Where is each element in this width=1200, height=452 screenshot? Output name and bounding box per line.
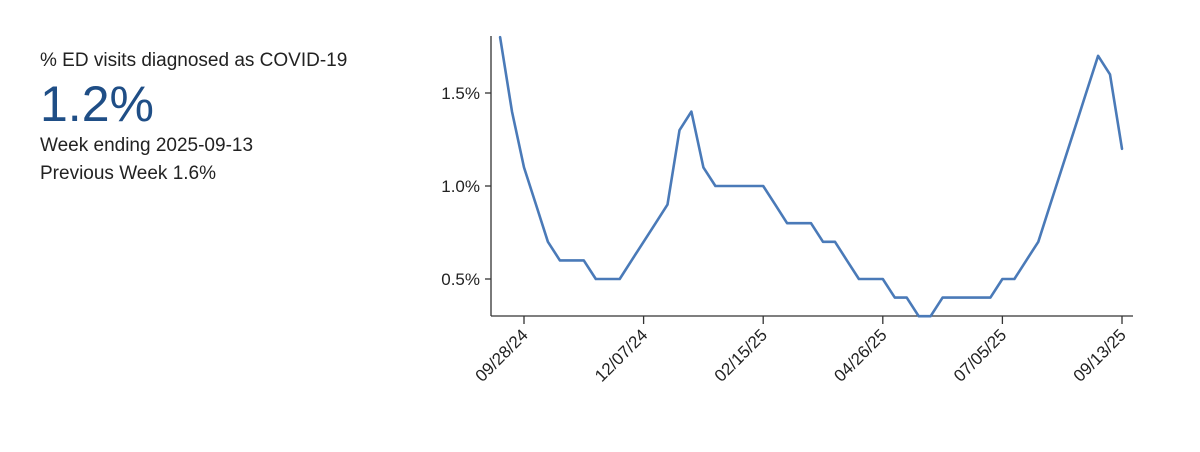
x-tick-label: 07/05/25 [950,325,1010,385]
x-tick-label: 12/07/24 [591,325,651,385]
y-tick-label: 0.5% [441,270,480,289]
week-ending-text: Week ending 2025-09-13 [40,135,254,156]
series-line [498,35,1124,318]
y-axis-ticks: 0.5% 1.0% 1.5% [441,84,491,289]
metric-value: 1.2% [40,76,154,132]
y-tick-label: 1.0% [441,177,480,196]
metric-summary: % ED visits diagnosed as COVID-19 1.2% W… [40,48,400,188]
x-tick-label: 09/28/24 [472,325,532,385]
metric-label: % ED visits diagnosed as COVID-19 [40,50,348,71]
x-tick-label: 02/15/25 [711,325,771,385]
x-tick-label: 09/13/25 [1070,325,1130,385]
x-tick-label: 04/26/25 [830,325,890,385]
chart-series [498,35,1124,318]
x-axis-ticks: 09/28/24 12/07/24 02/15/25 04/26/25 07/05/25… [472,316,1130,386]
chart-axes [490,36,1133,317]
y-tick-label: 1.5% [441,84,480,103]
previous-week-text: Previous Week 1.6% [40,163,217,184]
